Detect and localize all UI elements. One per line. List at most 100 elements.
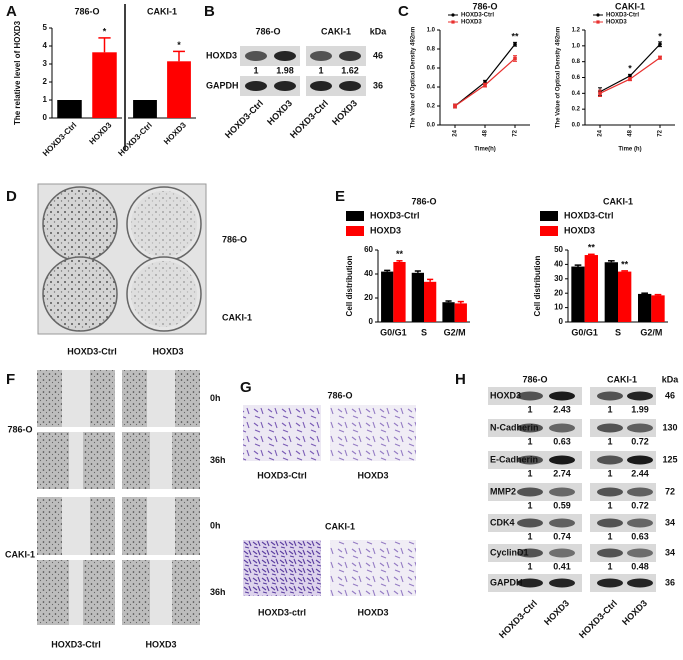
blot-band	[274, 51, 296, 61]
cell-line-label: CAKI-1	[607, 374, 637, 384]
row-label: CAKI-1	[222, 312, 252, 322]
y-tick-label: 0.6	[427, 66, 436, 72]
legend-label: HOXD3	[564, 225, 595, 235]
lane-label: HOXD3	[620, 598, 649, 627]
lane-label: HOXD3-Ctrl	[223, 98, 265, 140]
x-tick-label: HOXD3-Ctrl	[41, 121, 78, 158]
blot-band	[549, 578, 575, 588]
blot-band	[597, 518, 623, 528]
blot-band	[549, 518, 575, 528]
y-axis-label: The Value of Optical Density 492nm	[556, 27, 562, 128]
ratio-label: 0.74	[553, 531, 571, 541]
bar	[411, 272, 424, 322]
blot-band	[310, 51, 332, 61]
timepoint-label: 36h	[210, 587, 226, 597]
chart-title: CAKI-1	[147, 6, 177, 16]
unit-label: kDa	[662, 374, 680, 384]
blot-band	[245, 51, 267, 61]
panel-label: E	[335, 188, 345, 205]
protein-label: E-Cadherin	[490, 454, 538, 464]
ratio-label: 1	[527, 404, 532, 414]
ratio-label: 2.44	[631, 468, 649, 478]
legend-label: HOXD3-Ctrl	[370, 210, 420, 220]
legend-label: HOXD3-Ctrl	[461, 13, 494, 19]
y-tick-label: 0.8	[427, 47, 436, 53]
cell-line-label: CAKI-1	[5, 549, 35, 559]
ratio-label: 1	[527, 436, 532, 446]
significance: **	[396, 249, 404, 259]
bar	[618, 271, 632, 322]
legend-label: HOXD3	[370, 225, 401, 235]
blot-band	[627, 487, 653, 497]
blot-band	[627, 578, 653, 588]
cell-line-label: CAKI-1	[321, 26, 351, 36]
panel-label: D	[6, 188, 17, 205]
legend-swatch	[346, 226, 364, 236]
protein-label: GAPDH	[490, 577, 523, 587]
legend-label: HOXD3-Ctrl	[564, 210, 614, 220]
x-tick-label: 48	[483, 129, 489, 136]
panel-label: H	[455, 371, 466, 388]
y-tick-label: 0.4	[572, 91, 581, 97]
lane-label: HOXD3-Ctrl	[288, 98, 330, 140]
blot-band	[549, 391, 575, 401]
ratio-label: 0.63	[553, 436, 571, 446]
y-tick-label: 4	[43, 41, 48, 50]
cell-line-label: 786-O	[327, 390, 352, 400]
blot-band	[274, 81, 296, 91]
blot-band	[549, 455, 575, 465]
blot-band	[597, 578, 623, 588]
blot-band	[245, 81, 267, 91]
y-tick-label: 3	[43, 59, 48, 68]
panel-label: F	[6, 371, 15, 388]
cell-line-label: 786-O	[255, 26, 280, 36]
blot-band	[627, 548, 653, 558]
y-tick-label: 2	[43, 77, 48, 86]
legend-swatch	[346, 211, 364, 221]
x-tick-label: S	[615, 327, 621, 337]
column-label: HOXD3	[145, 639, 176, 649]
ratio-label: 2.43	[553, 404, 571, 414]
x-axis-label: Time (h)	[618, 147, 641, 153]
y-tick-label: 40	[364, 269, 373, 278]
bar	[424, 281, 437, 322]
legend-marker	[451, 20, 455, 24]
legend-swatch	[540, 211, 558, 221]
ratio-label: 0.72	[631, 436, 649, 446]
wound-gap	[69, 560, 83, 625]
legend-label: HOXD3	[606, 20, 627, 26]
blot-band	[597, 391, 623, 401]
ratio-label: 0.59	[553, 500, 571, 510]
cell-line-label: CAKI-1	[325, 521, 355, 531]
kda-label: 46	[373, 50, 383, 60]
kda-label: 36	[373, 80, 383, 90]
y-tick-label: 30	[554, 274, 563, 283]
protein-label: N-Cadherin	[490, 422, 539, 432]
kda-label: 36	[665, 577, 675, 587]
y-tick-label: 0.6	[572, 75, 581, 81]
y-tick-label: 0.2	[427, 104, 436, 110]
significance: *	[658, 31, 662, 41]
ratio-label: 1	[607, 436, 612, 446]
kda-label: 34	[665, 547, 675, 557]
bar	[604, 262, 618, 322]
x-tick-label: 72	[658, 129, 664, 136]
y-tick-label: 0.4	[427, 85, 436, 91]
x-tick-label: 48	[628, 129, 634, 136]
cell-line-label: 786-O	[522, 374, 547, 384]
ratio-label: 1	[607, 468, 612, 478]
kda-label: 125	[662, 454, 677, 464]
kda-label: 130	[662, 422, 677, 432]
y-tick-label: 0.0	[572, 123, 581, 129]
blot-band	[339, 81, 361, 91]
y-tick-label: 0	[43, 113, 48, 122]
x-tick-label: S	[421, 327, 427, 337]
micrograph	[243, 540, 321, 596]
chart-title: CAKI-1	[615, 1, 645, 11]
timepoint-label: 36h	[210, 455, 226, 465]
ratio-label: 1	[607, 561, 612, 571]
marker	[628, 77, 632, 81]
panel-label: G	[240, 379, 252, 396]
panel-label: B	[204, 3, 215, 20]
chart-title: CAKI-1	[603, 196, 633, 206]
